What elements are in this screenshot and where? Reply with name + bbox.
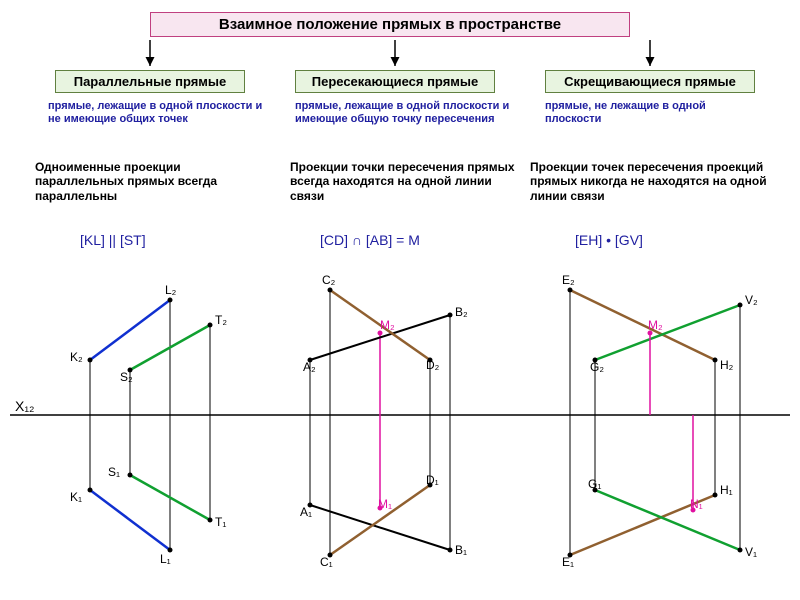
- lbl-D1: D₁: [426, 473, 439, 487]
- lbl-B1: B₁: [455, 543, 467, 557]
- para-intersect: Проекции точки пересечения прямых всегда…: [290, 160, 520, 203]
- lbl-M2: M₂: [380, 318, 395, 332]
- formula-skew: [EH] • [GV]: [575, 232, 643, 248]
- desc-parallel: прямые, лежащие в одной плоскости и не и…: [48, 100, 268, 126]
- lbl-G1: G₁: [588, 477, 601, 491]
- para-skew: Проекции точек пересечения проекций прям…: [530, 160, 780, 203]
- lbl-E1: E₁: [562, 555, 574, 569]
- lbl-S2: S₂: [120, 370, 133, 384]
- lbl-D2: D₂: [426, 358, 439, 372]
- lbl-M2b: M₂: [648, 318, 663, 332]
- lbl-B2: B₂: [455, 305, 468, 319]
- lbl-V1: V₁: [745, 545, 757, 559]
- arrows-title: [0, 0, 800, 100]
- lbl-V2: V₂: [745, 293, 758, 307]
- lbl-C2: C₂: [322, 273, 335, 287]
- lbl-T2: T₂: [215, 313, 227, 327]
- para-parallel: Одноименные проекции параллельных прямых…: [35, 160, 265, 203]
- lbl-H2: H₂: [720, 358, 733, 372]
- lbl-A2: A₂: [303, 360, 316, 374]
- lbl-A1: A₁: [300, 505, 312, 519]
- lbl-M1: M₁: [378, 497, 392, 511]
- lbl-L1: L₁: [160, 552, 171, 566]
- lbl-H1: H₁: [720, 483, 733, 497]
- lbl-G2: G₂: [590, 360, 604, 374]
- lbl-T1: T₁: [215, 515, 226, 529]
- lbl-K1: K₁: [70, 490, 82, 504]
- lbl-S1: S₁: [108, 465, 120, 479]
- lbl-K2: K₂: [70, 350, 83, 364]
- lbl-N1: N₁: [690, 497, 703, 511]
- diagrams: [0, 260, 800, 600]
- formula-parallel: [KL] || [ST]: [80, 232, 146, 248]
- formula-intersect: [CD] ∩ [AB] = M: [320, 232, 420, 248]
- desc-skew: прямые, не лежащие в одной плоскости: [545, 100, 765, 126]
- lbl-C1: C₁: [320, 555, 333, 569]
- diagram-parallel: [88, 298, 213, 553]
- desc-intersect: прямые, лежащие в одной плоскости и имею…: [295, 100, 515, 126]
- lbl-L2: L₂: [165, 283, 176, 297]
- lbl-E2: E₂: [562, 273, 575, 287]
